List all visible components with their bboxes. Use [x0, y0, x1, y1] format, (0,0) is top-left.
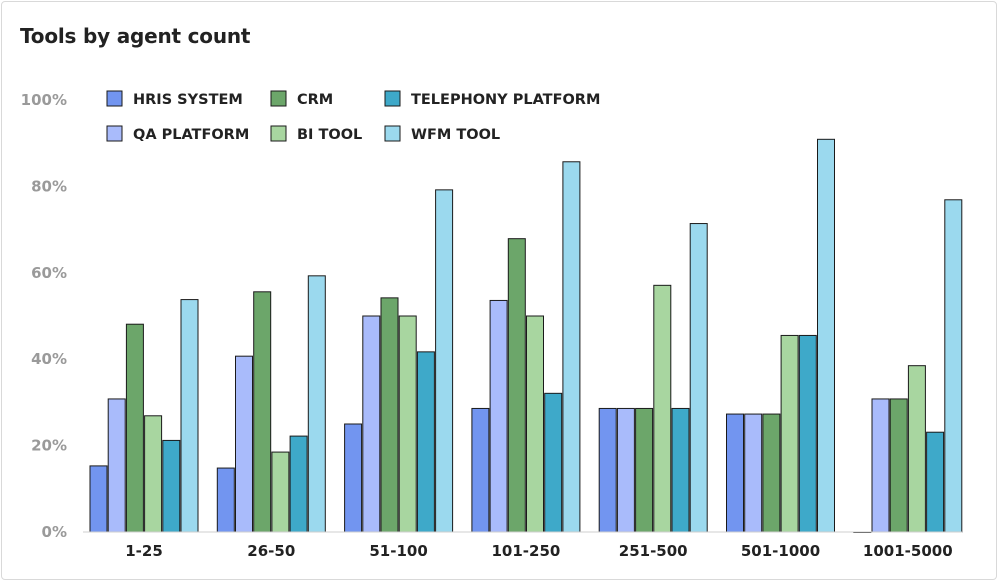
bar — [398, 315, 417, 533]
bar — [726, 413, 744, 533]
y-tick-label: 0% — [42, 523, 67, 541]
bar — [671, 407, 690, 533]
bar — [162, 439, 181, 533]
legend-label: QA PLATFORM — [133, 127, 249, 143]
bar — [507, 238, 526, 533]
bar — [562, 161, 581, 533]
bar — [235, 355, 253, 533]
x-tick-label: 1-25 — [125, 542, 163, 560]
legend-label: BI TOOL — [297, 127, 362, 143]
legend-swatch — [384, 90, 401, 107]
legend: HRIS SYSTEM CRM TELEPHONY PLATFORM QA PLATF… — [106, 90, 600, 143]
legend-label: WFM TOOL — [411, 127, 500, 143]
bar — [871, 398, 890, 533]
bar — [107, 398, 126, 533]
x-tick-label: 101-250 — [491, 542, 560, 560]
legend-swatch — [270, 125, 287, 142]
bar — [762, 413, 781, 533]
legend-swatch — [106, 90, 123, 107]
x-tick-label: 1001-5000 — [863, 542, 953, 560]
bar — [89, 465, 108, 533]
bar — [416, 351, 435, 533]
legend-swatch — [270, 90, 287, 107]
bar — [180, 299, 199, 533]
bar — [216, 467, 235, 533]
bar — [744, 413, 763, 533]
bar — [271, 451, 290, 533]
bar — [380, 297, 399, 533]
x-tick-label: 501-1000 — [741, 542, 820, 560]
bar — [289, 435, 308, 533]
x-tick-label: 51-100 — [369, 542, 427, 560]
bar — [435, 189, 454, 533]
y-tick-label: 100% — [21, 91, 67, 109]
y-tick-label: 20% — [31, 437, 67, 455]
legend-label: HRIS SYSTEM — [133, 92, 243, 108]
bar — [362, 315, 381, 533]
legend-label: CRM — [297, 92, 333, 108]
bar — [817, 138, 835, 533]
bar — [798, 334, 817, 533]
y-tick-label: 80% — [31, 177, 67, 195]
bar — [544, 392, 563, 533]
y-axis: 0% 20% 40% 60% 80% 100% — [21, 91, 67, 541]
chart-title: Tools by agent count — [20, 24, 251, 48]
y-tick-label: 40% — [31, 350, 67, 368]
bar — [598, 407, 617, 533]
bar — [889, 398, 908, 533]
bar — [125, 323, 144, 533]
bar — [944, 199, 963, 533]
bar — [144, 415, 163, 533]
x-tick-label: 26-50 — [247, 542, 295, 560]
y-tick-label: 60% — [31, 264, 67, 282]
bar — [526, 315, 544, 533]
x-tick-label: 251-500 — [619, 542, 688, 560]
legend-swatch — [106, 125, 123, 142]
bar — [344, 423, 363, 533]
bar — [653, 284, 672, 533]
legend-label: TELEPHONY PLATFORM — [411, 92, 600, 108]
bar — [635, 407, 654, 533]
bar — [926, 431, 945, 533]
bar — [780, 334, 799, 533]
bar — [907, 365, 926, 533]
bars — [89, 138, 963, 533]
bar — [689, 223, 708, 533]
bar — [616, 407, 635, 533]
bar — [489, 299, 508, 533]
bar — [471, 407, 490, 533]
bar — [253, 291, 272, 533]
legend-swatch — [384, 125, 401, 142]
bar — [307, 275, 326, 533]
x-axis: 1-25 26-50 51-100 101-250 251-500 501-1000 100… — [125, 542, 952, 560]
